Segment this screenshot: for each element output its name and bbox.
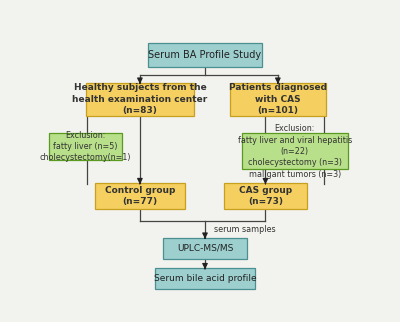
Text: Exclusion:
fatty liver (n=5)
cholecystectomy(n=1): Exclusion: fatty liver (n=5) cholecystec…	[40, 130, 131, 162]
FancyBboxPatch shape	[95, 183, 185, 209]
Text: Exclusion:
fatty liver and viral hepatitis
(n=22)
cholecystectomy (n=3)
maligant: Exclusion: fatty liver and viral hepatit…	[238, 124, 352, 179]
FancyBboxPatch shape	[163, 238, 247, 259]
Text: Healthy subjects from the
health examination center
(n=83): Healthy subjects from the health examina…	[72, 83, 208, 115]
Text: serum samples: serum samples	[214, 225, 276, 234]
Text: Serum bile acid profile: Serum bile acid profile	[154, 274, 256, 283]
FancyBboxPatch shape	[242, 134, 348, 169]
FancyBboxPatch shape	[224, 183, 307, 209]
Text: Serum BA Profile Study: Serum BA Profile Study	[148, 50, 262, 60]
FancyBboxPatch shape	[148, 43, 262, 67]
FancyBboxPatch shape	[49, 134, 122, 159]
Text: Patients diagnosed
with CAS
(n=101): Patients diagnosed with CAS (n=101)	[229, 83, 327, 115]
Text: UPLC-MS/MS: UPLC-MS/MS	[177, 244, 233, 253]
Text: CAS group
(n=73): CAS group (n=73)	[239, 186, 292, 206]
FancyBboxPatch shape	[155, 268, 254, 289]
FancyBboxPatch shape	[230, 83, 326, 116]
Text: Control group
(n=77): Control group (n=77)	[105, 186, 175, 206]
FancyBboxPatch shape	[86, 83, 194, 116]
